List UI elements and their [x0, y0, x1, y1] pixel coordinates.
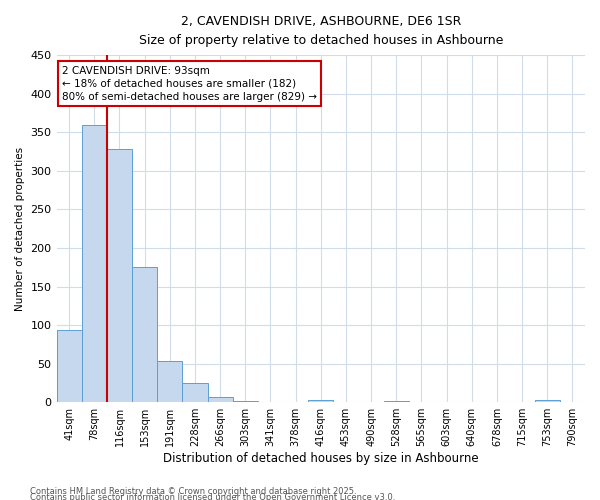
- Text: Contains public sector information licensed under the Open Government Licence v3: Contains public sector information licen…: [30, 492, 395, 500]
- Bar: [56, 330, 82, 402]
- Title: 2, CAVENDISH DRIVE, ASHBOURNE, DE6 1SR
Size of property relative to detached hou: 2, CAVENDISH DRIVE, ASHBOURNE, DE6 1SR S…: [139, 15, 503, 47]
- Bar: [82, 124, 107, 402]
- Bar: [308, 400, 334, 402]
- Text: Contains HM Land Registry data © Crown copyright and database right 2025.: Contains HM Land Registry data © Crown c…: [30, 486, 356, 496]
- Bar: [233, 400, 258, 402]
- Bar: [107, 149, 132, 402]
- Bar: [535, 400, 560, 402]
- Y-axis label: Number of detached properties: Number of detached properties: [15, 146, 25, 310]
- Bar: [157, 362, 182, 402]
- X-axis label: Distribution of detached houses by size in Ashbourne: Distribution of detached houses by size …: [163, 452, 479, 465]
- Bar: [208, 397, 233, 402]
- Bar: [132, 267, 157, 402]
- Text: 2 CAVENDISH DRIVE: 93sqm
← 18% of detached houses are smaller (182)
80% of semi-: 2 CAVENDISH DRIVE: 93sqm ← 18% of detach…: [62, 66, 317, 102]
- Bar: [182, 383, 208, 402]
